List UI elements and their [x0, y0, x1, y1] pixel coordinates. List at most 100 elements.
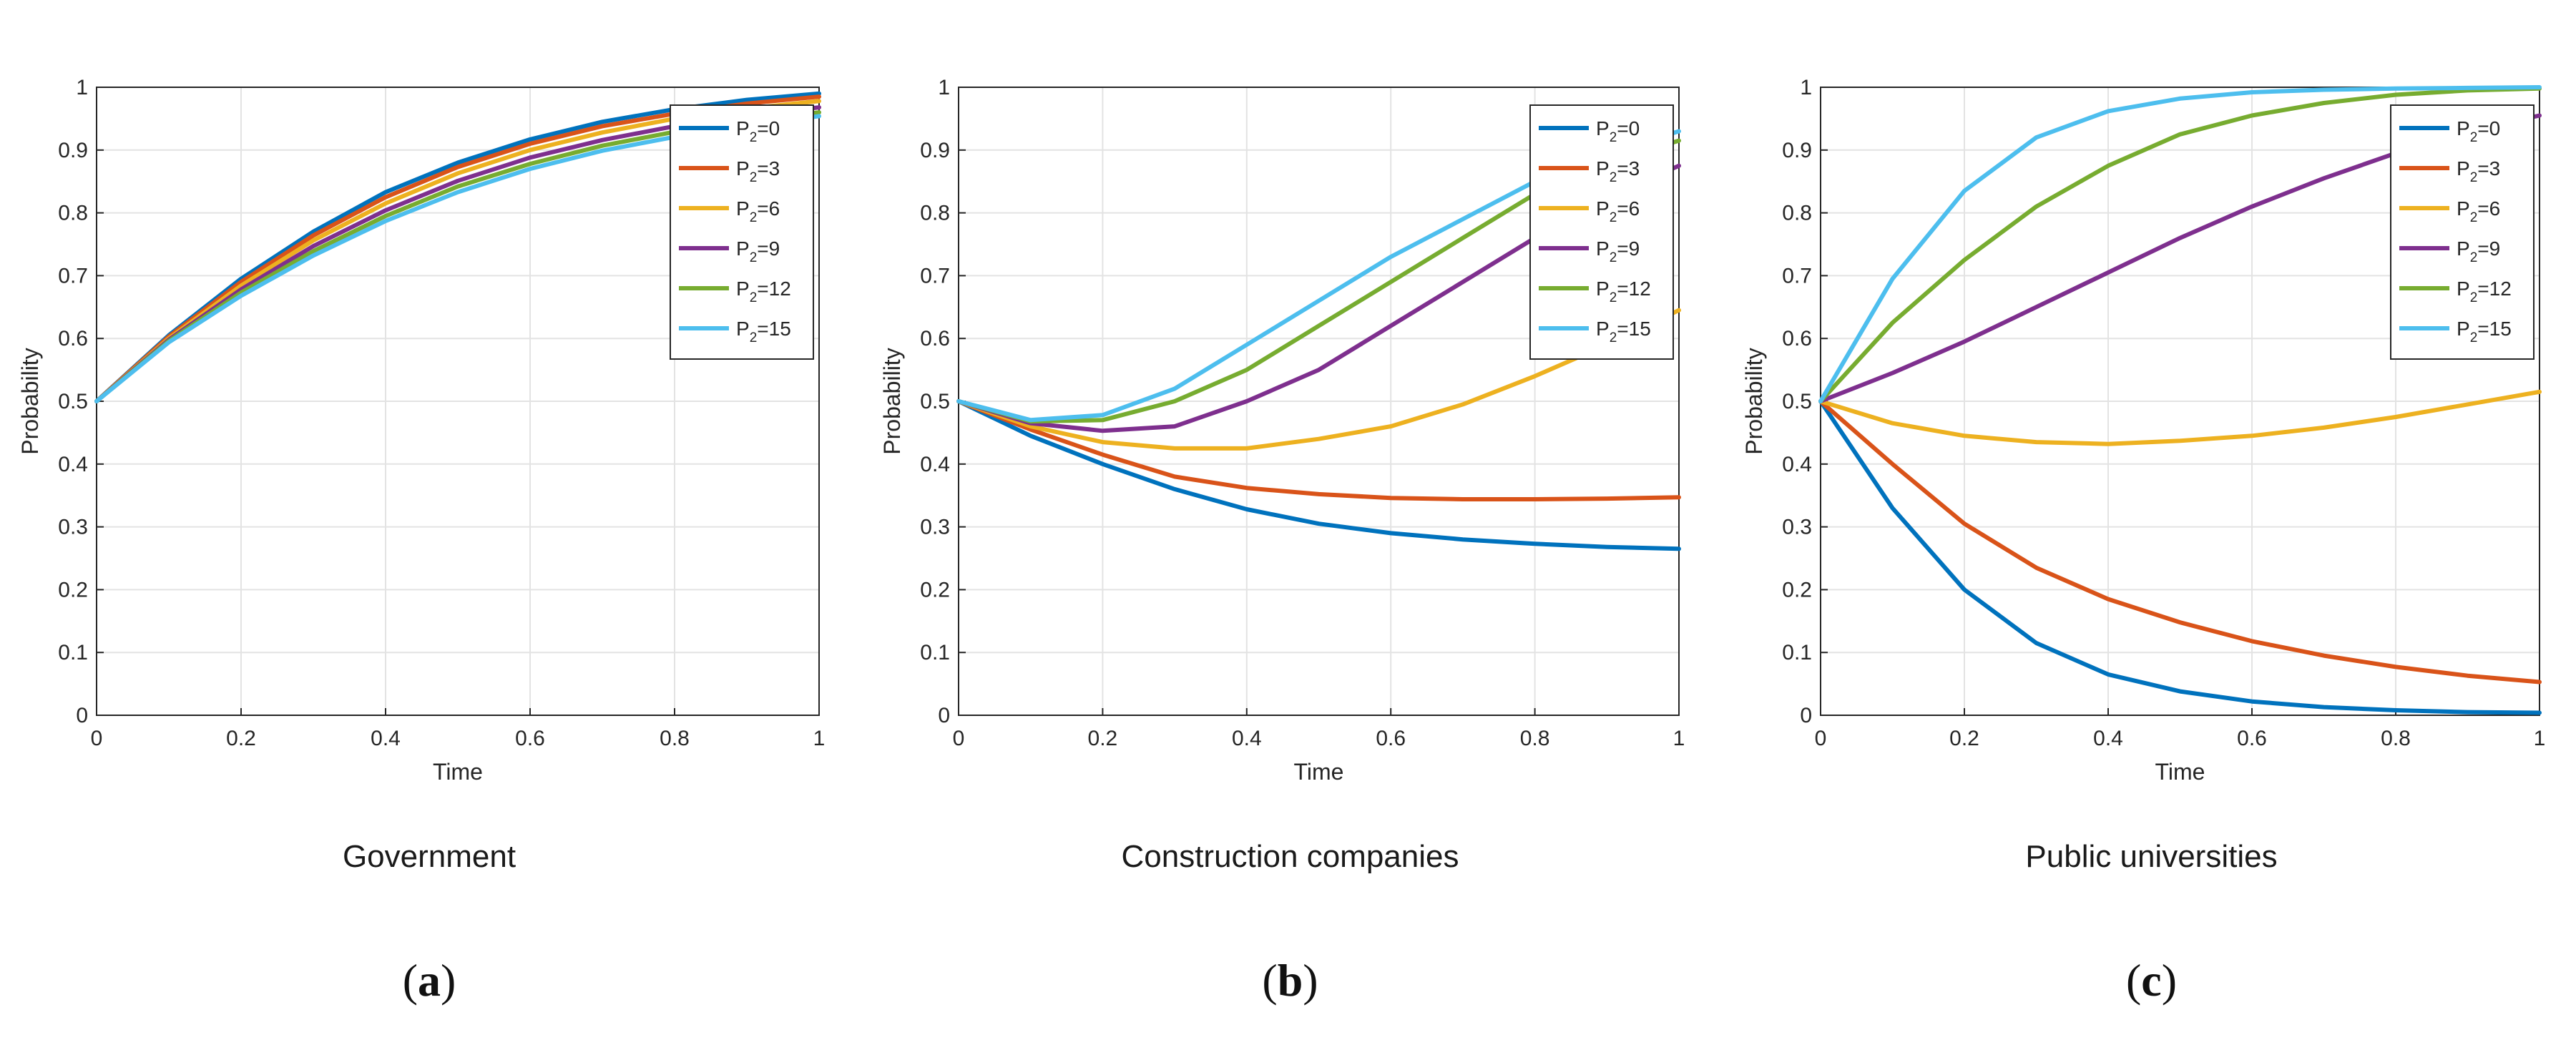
legend-label-main: P — [1596, 117, 1610, 139]
legend-label-value: =0 — [757, 117, 780, 139]
legend-label-value: =0 — [2477, 117, 2500, 139]
legend-label-subscript: 2 — [1610, 290, 1617, 305]
legend-label-main: P — [2457, 318, 2470, 340]
panel-caption: Public universities — [2025, 839, 2277, 874]
legend-label-subscript: 2 — [750, 290, 758, 305]
y-tick-label: 0.2 — [58, 578, 88, 602]
legend-label-subscript: 2 — [1610, 330, 1617, 345]
y-tick-label: 0.5 — [920, 390, 950, 413]
legend-label-subscript: 2 — [2470, 290, 2478, 305]
legend-label-subscript: 2 — [2470, 250, 2478, 265]
panel-label-close-paren: ) — [1303, 955, 1318, 1006]
legend-label: P2=3 — [1596, 157, 1640, 185]
panel-label-close-paren: ) — [441, 955, 456, 1006]
y-tick-label: 0.9 — [1782, 139, 1812, 162]
x-tick-label: 0.2 — [1949, 727, 1979, 750]
y-tick-label: 0.4 — [920, 453, 950, 476]
legend-label: P2=0 — [736, 117, 780, 145]
y-tick-label: 0.1 — [920, 641, 950, 664]
legend-label-main: P — [736, 157, 750, 180]
legend-label-value: =0 — [1617, 117, 1640, 139]
panel-caption: Government — [343, 839, 516, 874]
chart-panel-c: 0 0.2 0.4 0.6 0.8 1 0 0.1 0.2 0.3 0.4 0.5 0.6 0.7 0.8 0… — [1741, 76, 2545, 1006]
x-axis-label: Time — [1294, 759, 1344, 785]
legend-label: P2=9 — [736, 237, 780, 265]
legend-label-value: =15 — [1617, 318, 1651, 340]
legend-label-value: =15 — [2477, 318, 2512, 340]
x-axis-label: Time — [433, 759, 483, 785]
legend-label-subscript: 2 — [2470, 130, 2478, 145]
y-tick-label: 0.8 — [920, 202, 950, 225]
legend-label-value: =6 — [2477, 197, 2500, 220]
legend-label-subscript: 2 — [1610, 130, 1617, 145]
y-tick-label: 1 — [76, 76, 88, 99]
legend-label-main: P — [1596, 318, 1610, 340]
legend-label-main: P — [2457, 157, 2470, 180]
panel-label-close-paren: ) — [2162, 955, 2177, 1006]
x-tick-label: 0.2 — [1088, 727, 1118, 750]
legend-label: P2=15 — [1596, 318, 1651, 345]
x-tick-label: 0.6 — [1376, 727, 1406, 750]
y-tick-label: 0.4 — [58, 453, 88, 476]
y-tick-label: 0.5 — [1782, 390, 1812, 413]
y-tick-label: 0.3 — [58, 516, 88, 539]
legend-label-main: P — [1596, 278, 1610, 300]
legend-label: P2=3 — [2457, 157, 2500, 185]
legend-label-value: =6 — [1617, 197, 1640, 220]
y-tick-label: 0.6 — [1782, 327, 1812, 350]
legend-label: P2=6 — [736, 197, 780, 225]
y-tick-label: 0.6 — [920, 327, 950, 350]
chart-panel-a: 0 0.2 0.4 0.6 0.8 1 0 0.1 0.2 0.3 0.4 0.5 0.6 0.7 0.8 0… — [17, 76, 825, 1006]
y-tick-label: 0.7 — [1782, 264, 1812, 288]
chart-panel-b: 0 0.2 0.4 0.6 0.8 1 0 0.1 0.2 0.3 0.4 0.5 0.6 0.7 0.8 0… — [879, 76, 1685, 1006]
panel-label-letter: a — [418, 955, 441, 1006]
legend-box — [1529, 104, 1674, 360]
legend-label-value: =3 — [757, 157, 780, 180]
y-tick-label: 0.7 — [920, 264, 950, 288]
legend-label: P2=12 — [1596, 278, 1651, 305]
legend-box — [670, 104, 814, 360]
legend-label-main: P — [736, 117, 750, 139]
x-tick-label: 0 — [91, 727, 103, 750]
legend-label-main: P — [2457, 237, 2470, 260]
legend-label: P2=3 — [736, 157, 780, 185]
x-tick-label: 1 — [2534, 727, 2546, 750]
legend-label-value: =12 — [2477, 278, 2512, 300]
y-tick-label: 0.5 — [58, 390, 88, 413]
x-tick-label: 0 — [1815, 727, 1827, 750]
legend-label-main: P — [2457, 117, 2470, 139]
legend-label-value: =6 — [757, 197, 780, 220]
y-tick-label: 0.8 — [1782, 202, 1812, 225]
x-tick-label: 0.8 — [660, 727, 690, 750]
legend-label-subscript: 2 — [750, 330, 758, 345]
legend-label: P2=0 — [1596, 117, 1640, 145]
legend-label-value: =15 — [757, 318, 791, 340]
legend-label-value: =12 — [1617, 278, 1651, 300]
y-tick-label: 0 — [938, 704, 950, 727]
legend-box — [2390, 104, 2535, 360]
legend-label-subscript: 2 — [1610, 250, 1617, 265]
x-tick-label: 0.8 — [2381, 727, 2411, 750]
y-tick-label: 0.8 — [58, 202, 88, 225]
legend-label-subscript: 2 — [750, 130, 758, 145]
legend-label-main: P — [1596, 237, 1610, 260]
y-axis-label: Probability — [879, 348, 905, 454]
y-tick-label: 0.4 — [1782, 453, 1812, 476]
legend-label: P2=9 — [1596, 237, 1640, 265]
x-tick-label: 1 — [1673, 727, 1685, 750]
legend-label: P2=12 — [736, 278, 791, 305]
y-tick-label: 1 — [938, 76, 950, 99]
x-tick-label: 0.8 — [1520, 727, 1550, 750]
legend-label-subscript: 2 — [1610, 170, 1617, 185]
legend-label-subscript: 2 — [2470, 210, 2478, 225]
legend-label-main: P — [736, 197, 750, 220]
y-tick-label: 1 — [1800, 76, 1812, 99]
legend-label: P2=15 — [736, 318, 791, 345]
legend-label-value: =9 — [2477, 237, 2500, 260]
legend-label-subscript: 2 — [2470, 330, 2478, 345]
legend-label: P2=0 — [2457, 117, 2500, 145]
legend-label: P2=9 — [2457, 237, 2500, 265]
